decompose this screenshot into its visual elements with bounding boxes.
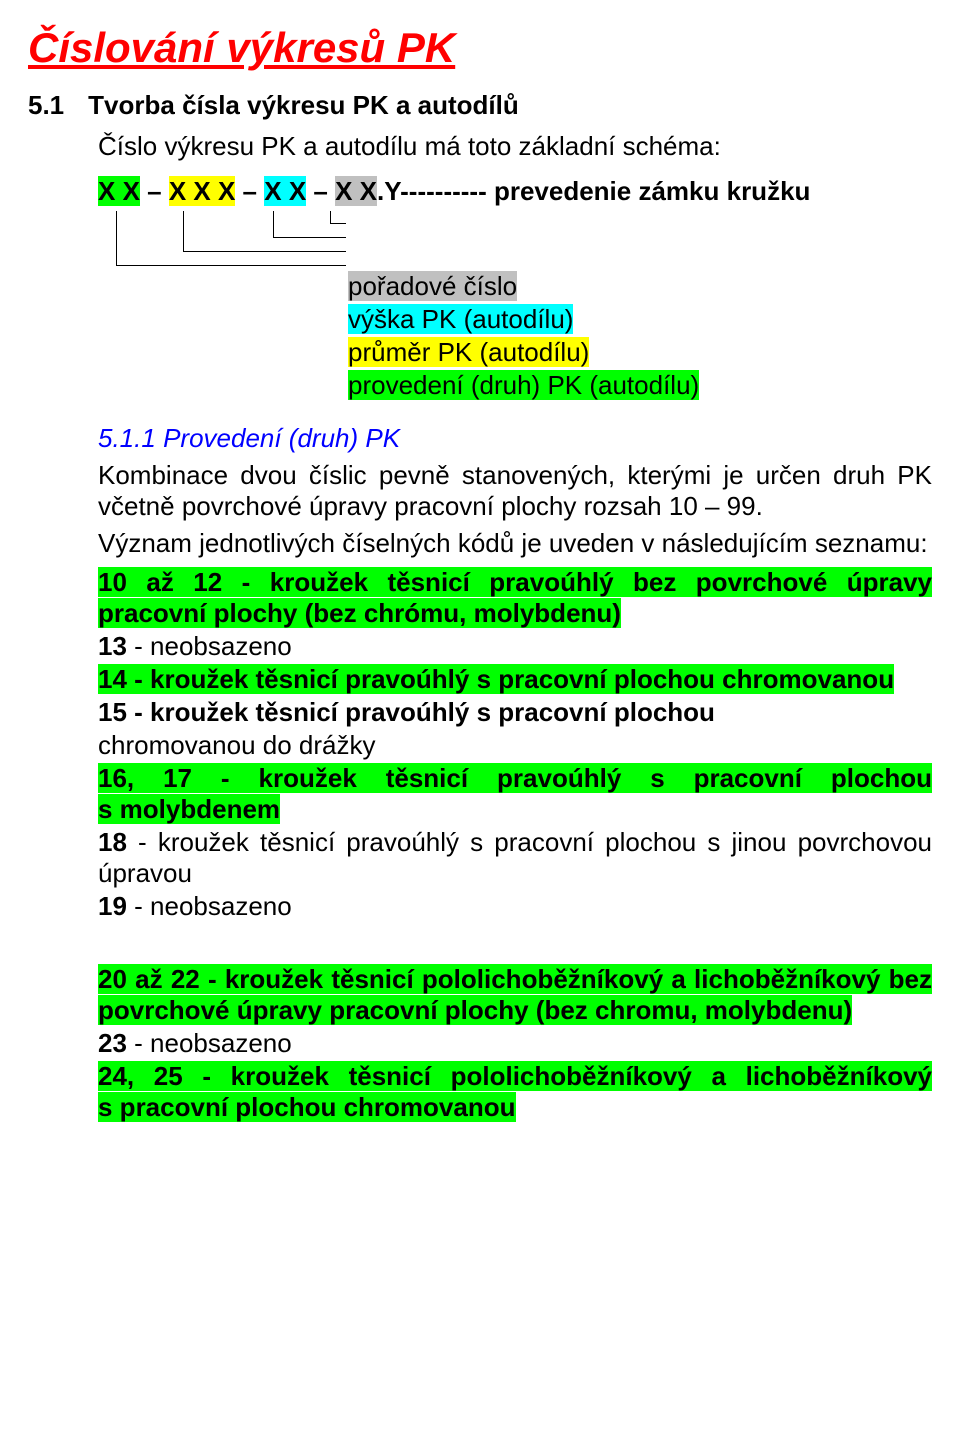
schema-dash: – xyxy=(235,176,264,206)
list-desc: - neobsazeno xyxy=(127,891,292,921)
paragraph: Význam jednotlivých číselných kódů je uv… xyxy=(98,528,932,559)
list-item: 16, 17 - kroužek těsnicí pravoúhlý s pra… xyxy=(98,763,932,824)
bracket-diagram xyxy=(98,211,932,269)
list-item: 15 - kroužek těsnicí pravoúhlý s pracovn… xyxy=(98,697,715,727)
page-title: Číslování výkresů PK xyxy=(28,24,932,72)
code-list: 10 až 12 - kroužek těsnicí pravoúhlý bez… xyxy=(98,567,932,922)
list-code: 13 xyxy=(98,631,127,661)
label-provedeni: provedení (druh) PK (autodílu) xyxy=(348,370,699,400)
schema-group-2: X X X xyxy=(169,176,235,206)
label-prumer: průměr PK (autodílu) xyxy=(348,337,589,367)
list-item: 20 až 22 - kroužek těsnicí pololichoběžn… xyxy=(98,964,932,1025)
list-item: 10 až 12 - kroužek těsnicí pravoúhlý bez… xyxy=(98,567,932,628)
schema-tail: .Y---------- prevedenie zámku kružku xyxy=(377,176,810,206)
list-desc: - kroužek těsnicí pravoúhlý s pracovní p… xyxy=(98,827,932,888)
subsection-heading: 5.1.1 Provedení (druh) PK xyxy=(98,423,932,454)
subsection-number: 5.1.1 xyxy=(98,423,156,453)
section-text: Tvorba čísla výkresu PK a autodílů xyxy=(88,90,519,121)
section-number: 5.1 xyxy=(28,90,64,121)
code-list-2: 20 až 22 - kroužek těsnicí pololichoběžn… xyxy=(98,964,932,1123)
schema-line: X X – X X X – X X – X X.Y---------- prev… xyxy=(98,176,932,207)
schema-dash: – xyxy=(140,176,169,206)
list-desc: - neobsazeno xyxy=(127,631,292,661)
list-code: 18 xyxy=(98,827,127,857)
section-heading: 5.1 Tvorba čísla výkresu PK a autodílů xyxy=(28,90,932,121)
list-item: 24, 25 - kroužek těsnicí pololichoběžník… xyxy=(98,1061,932,1122)
schema-group-3: X X xyxy=(264,176,306,206)
list-desc: chromovanou do drážky xyxy=(98,730,375,760)
paragraph: Kombinace dvou číslic pevně stanovených,… xyxy=(98,460,932,522)
label-poradove: pořadové číslo xyxy=(348,271,517,301)
list-desc: - neobsazeno xyxy=(127,1028,292,1058)
list-code: 19 xyxy=(98,891,127,921)
label-vyska: výška PK (autodílu) xyxy=(348,304,573,334)
list-code: 23 xyxy=(98,1028,127,1058)
subsection-text: Provedení (druh) PK xyxy=(163,423,400,453)
schema-intro: Číslo výkresu PK a autodílu má toto zákl… xyxy=(98,131,932,162)
schema-group-1: X X xyxy=(98,176,140,206)
schema-dash: – xyxy=(306,176,335,206)
schema-group-4: X X xyxy=(335,176,377,206)
label-block: pořadové číslo výška PK (autodílu) průmě… xyxy=(348,271,932,401)
list-item: 14 - kroužek těsnicí pravoúhlý s pracovn… xyxy=(98,664,894,694)
